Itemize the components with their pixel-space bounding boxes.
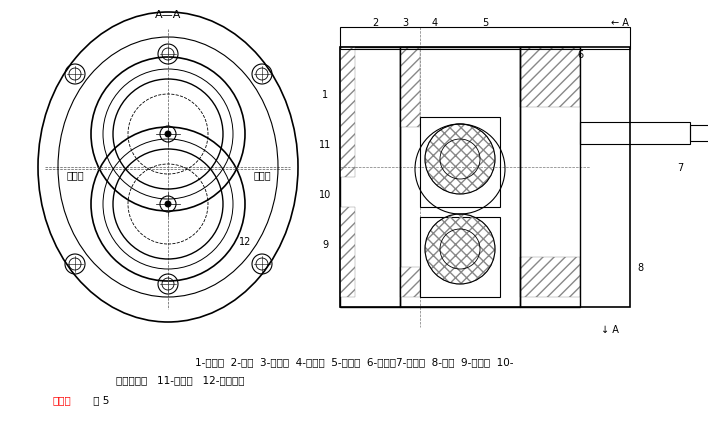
Text: 1: 1	[322, 90, 328, 100]
Text: ← A: ← A	[611, 18, 629, 28]
Text: 6: 6	[577, 50, 583, 60]
Bar	[340, 208, 355, 297]
Text: 2: 2	[372, 18, 378, 28]
Circle shape	[165, 201, 171, 208]
Text: 9: 9	[322, 240, 328, 249]
Text: 1-后盖；  2-螺钉  3-齿轮；  4-泵体；  5-前盖；  6-油封；7-长轴；  8-销；  9-短轴；  10-: 1-后盖； 2-螺钉 3-齿轮； 4-泵体； 5-前盖； 6-油封；7-长轴； …	[195, 356, 513, 366]
Text: ↓ A: ↓ A	[601, 324, 619, 334]
Bar	[420, 118, 500, 208]
Text: 3: 3	[402, 18, 408, 28]
Bar	[340, 48, 630, 307]
Bar	[400, 48, 420, 128]
Text: 12: 12	[239, 237, 251, 247]
Text: 吸油口: 吸油口	[66, 170, 84, 180]
Text: 5: 5	[482, 18, 488, 28]
Bar	[690, 126, 708, 141]
Text: 压油口: 压油口	[253, 170, 271, 180]
Text: 7: 7	[677, 162, 683, 173]
Bar	[520, 258, 580, 297]
Text: 4: 4	[432, 18, 438, 28]
Text: 外啮合: 外啮合	[52, 394, 71, 404]
Bar	[400, 267, 420, 297]
Text: 11: 11	[319, 140, 331, 150]
Bar	[400, 48, 520, 307]
Bar	[340, 48, 400, 307]
Bar	[580, 123, 690, 145]
Text: 滚针轴承；   11-压盖；   12-泄油通槽: 滚针轴承； 11-压盖； 12-泄油通槽	[115, 374, 244, 384]
Text: 10: 10	[319, 190, 331, 200]
Bar	[520, 48, 580, 108]
Bar	[340, 28, 630, 50]
Bar	[520, 48, 580, 307]
Text: 图 5: 图 5	[90, 394, 109, 404]
Text: A—A: A—A	[155, 10, 181, 20]
Bar	[420, 218, 500, 297]
Circle shape	[165, 132, 171, 138]
Text: 8: 8	[637, 262, 643, 272]
Bar	[340, 48, 355, 177]
